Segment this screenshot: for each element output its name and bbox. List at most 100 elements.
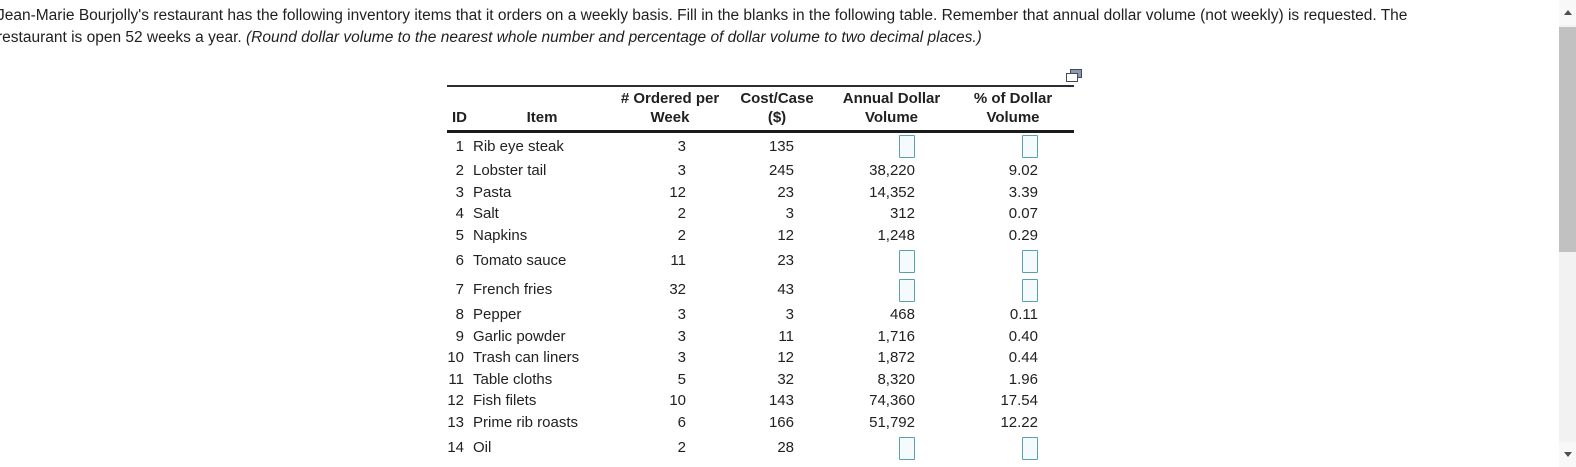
annual-volume-input[interactable]: [899, 135, 915, 159]
cell-item: Lobster tail: [473, 162, 547, 180]
cell-pct-volume: 0.29: [1008, 226, 1038, 244]
cell-pct-volume: 3.39: [1008, 183, 1038, 201]
header-id: ID: [447, 86, 467, 133]
scroll-up-button[interactable]: [1559, 0, 1576, 25]
cell-item: French fries: [473, 281, 553, 298]
header-item: Item: [467, 86, 617, 133]
table-row: 5 Napkins 2 12 1,248 0.29: [447, 225, 1074, 247]
cell-id: 3: [455, 183, 464, 201]
cell-cost-per-case: 143: [768, 392, 794, 410]
cell-per-week: 3: [677, 137, 686, 155]
cell-pct-volume: 12.22: [1000, 413, 1038, 431]
header-line: # Ordered per: [620, 90, 720, 107]
cell-annual-volume: [831, 434, 952, 463]
pct-volume-input[interactable]: [1022, 135, 1038, 159]
cell-pct-volume: 0.44: [1008, 349, 1038, 367]
cell-annual-volume: 1,716: [877, 327, 915, 345]
cell-per-week: 3: [677, 349, 686, 367]
cell-per-week: 10: [669, 392, 686, 410]
cell-cost-per-case: 11: [778, 327, 794, 345]
cell-cost-per-case: 166: [768, 413, 794, 431]
cell-item: Fish filets: [473, 392, 537, 410]
cell-item: Napkins: [473, 226, 528, 244]
cell-pct-volume: 0.07: [1008, 205, 1038, 223]
cell-annual-volume: [831, 247, 952, 276]
cell-pct-volume: [952, 434, 1074, 463]
cell-annual-volume: 8,320: [877, 370, 915, 388]
cell-per-week: 2: [677, 439, 686, 456]
table-row: 7 French fries 32 43: [447, 276, 1074, 305]
table-row: 3 Pasta 12 23 14,352 3.39: [447, 182, 1074, 204]
pct-volume-input[interactable]: [1022, 278, 1038, 302]
cell-pct-volume: 0.40: [1008, 327, 1038, 345]
cell-pct-volume: 0.11: [1009, 306, 1038, 324]
cell-per-week: 3: [677, 306, 686, 324]
cell-id: 5: [455, 226, 464, 244]
popout-window-icon[interactable]: [1066, 69, 1082, 83]
table-row: 10 Trash can liners 3 12 1,872 0.44: [447, 348, 1074, 370]
cell-annual-volume: [831, 276, 952, 305]
cell-cost-per-case: 135: [768, 137, 794, 155]
cell-id: 1: [455, 137, 464, 155]
header-line: Volume: [864, 109, 919, 126]
cell-pct-volume: [952, 276, 1074, 305]
header-annual-dollar-volume: Annual Dollar Volume: [831, 86, 952, 133]
cell-cost-per-case: 32: [777, 370, 794, 388]
annual-volume-input[interactable]: [899, 249, 915, 273]
header-line: Cost/Case: [740, 90, 814, 107]
cell-id: 10: [447, 349, 464, 367]
cell-item: Rib eye steak: [473, 137, 564, 155]
table-row: 2 Lobster tail 3 245 38,220 9.02: [447, 161, 1074, 183]
cell-per-week: 3: [677, 162, 686, 180]
cell-annual-volume: 1,872: [877, 349, 915, 367]
table-row: 8 Pepper 3 3 468 0.11: [447, 305, 1074, 327]
annual-volume-input[interactable]: [899, 278, 915, 302]
cell-item: Tomato sauce: [473, 252, 567, 269]
cell-annual-volume: 74,360: [869, 392, 915, 410]
cell-id: 9: [455, 327, 464, 345]
cell-annual-volume: 1,248: [877, 226, 915, 244]
cell-id: 13: [447, 413, 464, 431]
cell-pct-volume: 9.02: [1008, 162, 1038, 180]
header-line: Week: [650, 109, 690, 126]
cell-id: 8: [455, 306, 464, 324]
cell-id: 11: [448, 370, 464, 388]
cell-cost-per-case: 12: [777, 349, 794, 367]
header-line: ($): [767, 109, 787, 126]
cell-per-week: 32: [669, 281, 686, 298]
cell-annual-volume: 51,792: [869, 413, 915, 431]
annual-volume-input[interactable]: [899, 436, 915, 460]
cell-cost-per-case: 28: [777, 439, 794, 456]
scroll-down-button[interactable]: [1559, 442, 1576, 467]
table-header-row: ID Item # Ordered per Week Cost/Case ($)…: [447, 86, 1074, 133]
inventory-table: ID Item # Ordered per Week Cost/Case ($)…: [447, 85, 1074, 463]
question-text-line1: Jean-Marie Bourjolly's restaurant has th…: [0, 5, 1407, 27]
table-row: 9 Garlic powder 3 11 1,716 0.40: [447, 326, 1074, 348]
table-row: 1 Rib eye steak 3 135: [447, 132, 1074, 161]
cell-item: Pepper: [473, 306, 522, 324]
cell-id: 6: [455, 252, 464, 269]
cell-per-week: 5: [677, 370, 686, 388]
pct-volume-input[interactable]: [1022, 249, 1038, 273]
table-row: 14 Oil 2 28: [447, 434, 1074, 463]
pct-volume-input[interactable]: [1022, 436, 1038, 460]
cell-cost-per-case: 3: [785, 306, 794, 324]
cell-per-week: 3: [677, 327, 686, 345]
header-ordered-per-week: # Ordered per Week: [617, 86, 723, 133]
scrollbar-thumb[interactable]: [1559, 27, 1576, 252]
question-text-line1-span: Jean-Marie Bourjolly's restaurant has th…: [0, 7, 1408, 24]
question-text-line2: restaurant is open 52 weeks a year. (Rou…: [0, 27, 1407, 49]
triangle-up-icon: [1563, 10, 1572, 15]
cell-annual-volume: 468: [889, 306, 915, 324]
header-cost-per-case: Cost/Case ($): [723, 86, 831, 133]
header-line: Annual Dollar: [842, 90, 941, 107]
cell-pct-volume: 1.96: [1008, 370, 1038, 388]
cell-item: Prime rib roasts: [473, 413, 579, 431]
vertical-scrollbar[interactable]: [1559, 0, 1576, 467]
cell-id: 4: [455, 205, 464, 223]
question-text-rounding-note: (Round dollar volume to the nearest whol…: [246, 28, 982, 46]
cell-per-week: 12: [669, 183, 686, 201]
cell-id: 12: [447, 392, 464, 410]
table-body: 1 Rib eye steak 3 135 2 Lobster tail 3 2…: [447, 132, 1074, 463]
cell-pct-volume: 17.54: [1000, 392, 1038, 410]
